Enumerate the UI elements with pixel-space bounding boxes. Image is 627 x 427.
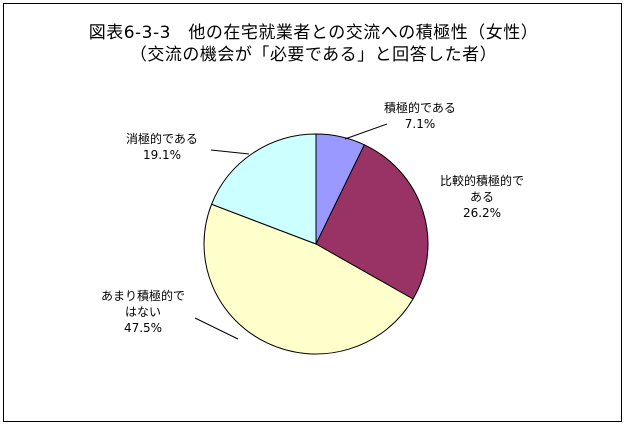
leader-line-2 [194, 317, 239, 340]
slice-value-label-2: 47.5% [124, 321, 162, 335]
slice-value-label-0: 7.1% [405, 117, 436, 131]
slice-label-2: あまり積極的で [101, 288, 185, 303]
leader-line-0 [344, 123, 388, 140]
pie-slice-2 [203, 203, 414, 355]
slice-value-label-1: 26.2% [463, 206, 501, 220]
pie-slice-3 [210, 133, 317, 245]
slice-label-1: 比較的積極的で [440, 173, 524, 188]
slice-label-2: はない [125, 305, 161, 319]
chart-title: 図表6-3-3 他の在宅就業者との交流への積極性（女性） [88, 23, 539, 43]
slice-label-0: 積極的である [384, 100, 456, 115]
leader-line-3 [210, 149, 250, 155]
slice-value-label-3: 19.1% [143, 148, 181, 162]
slice-label-1: ある [470, 190, 494, 204]
pie-slice-1 [315, 144, 429, 300]
chart-subtitle: （交流の機会が「必要である」と回答した者） [129, 45, 498, 65]
slice-label-3: 消極的である [126, 131, 198, 146]
